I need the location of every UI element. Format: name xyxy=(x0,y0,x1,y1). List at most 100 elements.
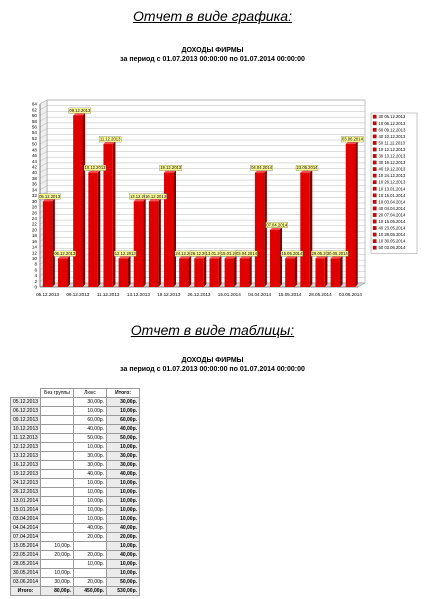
table-cell-no-group xyxy=(40,424,75,434)
legend-entry: 10 12.12.2013 xyxy=(379,147,406,152)
table-cell-date: 26.12.2013 xyxy=(9,487,42,497)
y-tick-label: 44 xyxy=(32,159,38,164)
y-tick-label: 2 xyxy=(34,279,37,284)
legend-swatch xyxy=(372,121,377,126)
data-label-box xyxy=(68,107,92,114)
legend-swatch xyxy=(372,173,377,178)
legend-box xyxy=(370,112,418,254)
data-label: 07.04.2014 xyxy=(266,222,288,227)
table-cell-no-group xyxy=(40,496,75,506)
table-row: 12.12.2013 10,00р. 10,00р. xyxy=(9,442,141,452)
table-cell-total: 10,00р. xyxy=(106,568,141,578)
table-cell-lux: 10,00р. xyxy=(73,487,108,497)
data-label-box xyxy=(83,164,107,171)
y-tick-label: 34 xyxy=(32,187,38,192)
y-tick-label: 64 xyxy=(32,102,38,107)
legend-entry: 10 24.12.2013 xyxy=(379,173,406,178)
table-cell-date: 13.12.2013 xyxy=(9,451,42,461)
bar xyxy=(270,229,280,287)
bar xyxy=(254,172,265,287)
table-cell-lux: 20,00р. xyxy=(73,577,108,587)
y-tick-label: 18 xyxy=(32,233,38,238)
data-label: 04.04.2014 xyxy=(251,165,273,170)
y-tick-label: 4 xyxy=(34,273,37,278)
y-tick-label: 56 xyxy=(32,124,38,129)
bar xyxy=(103,144,113,287)
y-tick-label: 54 xyxy=(32,130,38,135)
bar xyxy=(118,258,128,287)
data-label: 05.12.2013 xyxy=(39,194,61,199)
table-cell-no-group xyxy=(40,487,75,497)
bar xyxy=(330,258,340,287)
bar xyxy=(88,172,98,287)
table-cell-total: 10,00р. xyxy=(106,406,141,416)
table-cell-date: 30.05.2014 xyxy=(9,568,42,578)
bar xyxy=(300,172,310,287)
data-label-box xyxy=(250,164,273,171)
x-tick-label: 11.12.2013 xyxy=(97,292,120,297)
table-cell-lux: 10,00р. xyxy=(73,505,108,515)
y-tick-label: 62 xyxy=(32,107,38,112)
legend-swatch xyxy=(372,147,377,152)
y-tick-label: 16 xyxy=(32,239,38,244)
table-cell-date: 16.12.2013 xyxy=(9,460,42,470)
legend-entry: 40 23.05.2014 xyxy=(379,226,406,231)
table-header-row: Без группы Люкс Итого: xyxy=(10,388,141,398)
table-cell-total: 10,00р. xyxy=(106,496,141,506)
gridline-diagonal xyxy=(39,162,48,168)
table-cell-no-group xyxy=(40,397,75,407)
data-label: 15.05.2014 xyxy=(281,251,303,256)
table-cell-date: 04.04.2014 xyxy=(9,523,42,533)
table-cell-total: 10,00р. xyxy=(106,442,141,452)
legend-swatch xyxy=(372,226,377,230)
data-label: 30.05.2014 xyxy=(327,251,349,256)
data-label-box xyxy=(53,250,76,257)
legend-swatch xyxy=(372,232,377,237)
legend-swatch xyxy=(372,114,377,119)
data-label-box xyxy=(38,193,61,200)
y-tick-label: 50 xyxy=(32,142,38,147)
table-cell-date: 10.12.2013 xyxy=(9,424,42,434)
table-cell-date: 05.12.2013 xyxy=(9,397,42,407)
legend-entry: 10 26.12.2013 xyxy=(379,180,406,185)
data-label-box xyxy=(295,164,319,171)
y-tick-label: 6 xyxy=(34,267,37,272)
y-tick-label: 58 xyxy=(32,119,38,124)
bar-side xyxy=(158,198,161,287)
table-report-period: за период с 01.07.2013 00:00:00 по 01.07… xyxy=(120,366,305,373)
data-label: 10.12.2013 xyxy=(85,165,107,170)
legend-swatch xyxy=(372,141,377,145)
data-label: 19.12.2013 xyxy=(160,165,182,170)
gridline-diagonal xyxy=(39,139,48,145)
gridline-diagonal xyxy=(39,122,48,128)
table-cell-date: 03.06.2014 xyxy=(9,577,42,587)
table-cell-no-group xyxy=(40,478,75,488)
table-cell-lux: 40,00р. xyxy=(73,523,108,533)
bar xyxy=(345,144,356,287)
legend-swatch xyxy=(372,206,377,211)
y-tick-label: 20 xyxy=(32,227,38,232)
table-total-sum: 530,00р. xyxy=(106,586,141,596)
data-label: 28.05.2014 xyxy=(312,251,334,256)
bar xyxy=(285,258,295,287)
legend-entry: 30 05.12.2013 xyxy=(379,114,406,119)
table-header-total: Итого: xyxy=(106,388,141,398)
y-tick-label: 32 xyxy=(32,193,38,198)
bar xyxy=(179,258,189,287)
legend-entry: 10 28.05.2014 xyxy=(379,232,406,237)
bar-side xyxy=(233,255,237,287)
bar-side xyxy=(249,255,252,287)
table-row: 13.12.2013 30,00р. 30,00р. xyxy=(9,451,141,461)
table-cell-lux xyxy=(73,541,108,551)
gridline-diagonal xyxy=(39,99,48,105)
table-cell-total: 10,00р. xyxy=(106,514,141,524)
bar xyxy=(73,115,83,287)
legend-entry: 30 16.12.2013 xyxy=(379,160,406,165)
table-header-date xyxy=(10,388,42,398)
table-row: 30.05.2014 10,00р. 10,00р. xyxy=(9,568,141,578)
legend-swatch xyxy=(372,180,377,185)
table-total-lux: 450,00р. xyxy=(73,586,108,596)
table-row: 16.12.2013 30,00р. 30,00р. xyxy=(9,460,141,470)
y-tick-label: 52 xyxy=(32,136,38,141)
table-cell-date: 13.01.2014 xyxy=(9,496,42,506)
